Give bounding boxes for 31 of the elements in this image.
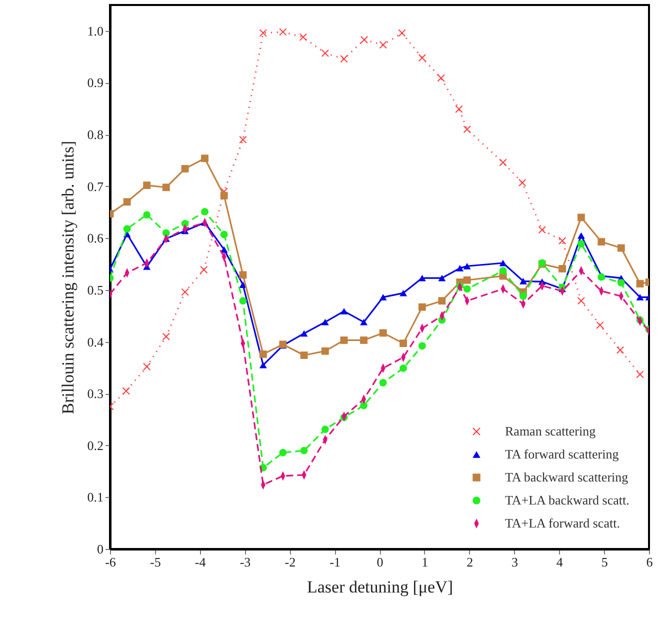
legend-label: TA forward scattering — [505, 446, 620, 462]
x-tick-label: 3 — [512, 554, 518, 570]
x-tick-label: 2 — [466, 554, 474, 570]
x-tick-label: -6 — [105, 554, 116, 570]
x-tick-label: 6 — [646, 554, 654, 570]
y-tick-label: 0.6 — [87, 230, 104, 246]
legend-label: TA+LA backward scatt. — [505, 492, 630, 508]
y-tick-label: 0.2 — [87, 438, 104, 453]
x-tick-label: -3 — [240, 554, 251, 570]
x-tick-label: 5 — [601, 554, 608, 570]
x-tick-label: -1 — [330, 554, 341, 570]
x-tick-label: 4 — [556, 554, 564, 570]
y-tick-label: 0.7 — [87, 178, 104, 194]
y-tick-label: 0.5 — [87, 282, 104, 298]
y-tick-label: 1.0 — [87, 23, 104, 38]
y-axis-title: Brillouin scattering intensity [arb. units] — [58, 140, 78, 414]
x-tick-label: -5 — [150, 554, 161, 570]
legend-label: Raman scattering — [505, 424, 596, 438]
legend-label: TA+LA forward scatt. — [505, 516, 620, 530]
x-tick-label: -2 — [284, 554, 296, 570]
y-tick-label: 0.8 — [87, 127, 104, 142]
legend-label: TA backward scattering — [505, 470, 629, 484]
x-axis-title: Laser detuning [μeV] — [306, 578, 454, 596]
y-tick-label: 0.4 — [87, 334, 104, 350]
y-tick-label: 0.9 — [87, 75, 104, 90]
y-tick-label: 0 — [97, 542, 104, 556]
x-tick-label: 1 — [422, 554, 428, 570]
y-tick-label: 0.3 — [87, 386, 104, 402]
y-tick-label: 0.1 — [87, 490, 104, 505]
x-tick-label: -4 — [194, 554, 206, 570]
x-tick-label: 0 — [376, 554, 384, 570]
